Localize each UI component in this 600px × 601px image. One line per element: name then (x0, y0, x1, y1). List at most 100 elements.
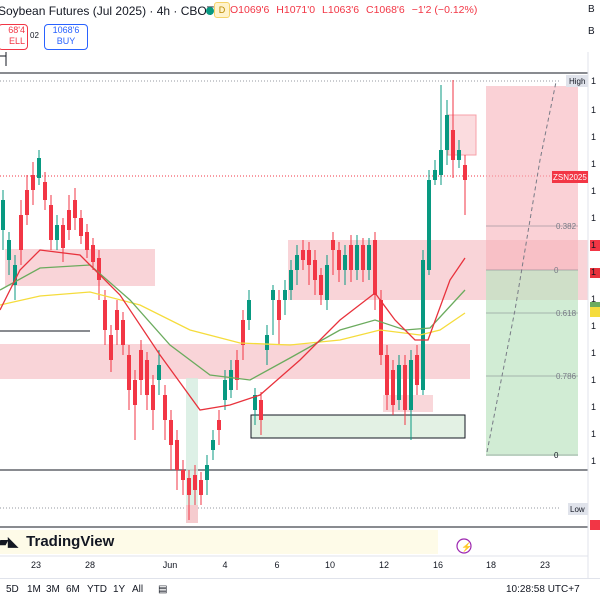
candle-body (391, 370, 395, 405)
time-tick-label: 10 (325, 560, 335, 570)
price-tick-label: 1 (591, 402, 596, 412)
event-icon (456, 538, 472, 554)
sell-price: 68'4 (8, 25, 25, 35)
buy-label: BUY (56, 36, 76, 46)
sell-button[interactable]: 68'4 ELL (0, 24, 28, 50)
candle-body (463, 165, 467, 180)
candle-body (121, 320, 125, 345)
candle-body (199, 480, 203, 495)
candle-body (205, 465, 209, 480)
ohlc-readout: O1069'6 H1071'0 L1063'6 C1068'6 −1'2 (−0… (230, 4, 481, 16)
range-all[interactable]: All (132, 584, 144, 595)
range-ytd[interactable]: YTD (87, 584, 107, 595)
candle-body (439, 150, 443, 175)
candle-body (385, 355, 389, 395)
symbol-title[interactable]: Soybean Futures (Jul 2025) · 4h · CBOT (0, 4, 215, 18)
time-tick-label: 18 (486, 560, 496, 570)
candle-body (109, 335, 113, 360)
ema-fast-line (0, 249, 466, 411)
candle-body (421, 260, 425, 390)
price-tag-yellow (590, 307, 600, 317)
right-edge-text: B (588, 4, 595, 15)
time-tick-label: 23 (31, 560, 41, 570)
candle-body (97, 258, 101, 280)
candle-body (337, 250, 341, 270)
candle-body (229, 370, 233, 390)
high-tag (566, 75, 588, 87)
price-tick-label: 1 (591, 76, 596, 86)
candle-body (265, 335, 269, 350)
candle-body (295, 255, 299, 270)
candle-body (151, 385, 155, 410)
range-1m[interactable]: 1M (27, 584, 41, 595)
data-badge: D (214, 2, 230, 18)
fib-786-label: 0.786 (556, 372, 577, 381)
position-target-zone (486, 270, 578, 456)
time-tick-label: 4 (222, 560, 227, 570)
symbol-price-tag (552, 171, 588, 183)
time-tick-label: 12 (379, 560, 389, 570)
candle-body (325, 265, 329, 300)
candle-body (313, 260, 317, 280)
candle-body (331, 240, 335, 250)
price-tick-label: 1 (591, 186, 596, 196)
candle-body (115, 310, 119, 330)
fib-618-label: 0.618 (556, 309, 577, 318)
low-value: L1063'6 (322, 4, 360, 16)
range-1y[interactable]: 1Y (113, 584, 126, 595)
candle-body (85, 232, 89, 250)
candles-layer (1, 80, 467, 520)
candle-body (223, 380, 227, 400)
candle-body (451, 130, 455, 160)
candle-body (187, 478, 191, 495)
candle-body (289, 270, 293, 290)
buy-button[interactable]: 1068'6 BUY (44, 24, 88, 50)
candle-body (181, 470, 185, 480)
market-status-dot (206, 7, 214, 15)
candle-body (271, 290, 275, 300)
candle-body (67, 210, 71, 230)
chart-header: Soybean Futures (Jul 2025) · 4h · CBOT D… (0, 0, 600, 52)
high-value: H1071'0 (276, 4, 316, 16)
price-tick-label: 1 (591, 132, 596, 142)
candle-body (433, 170, 437, 180)
candle-body (49, 205, 53, 240)
candle-body (241, 320, 245, 345)
price-ticks: 1 1 1 1 1 1 1 1 1 1 1 1 1 1 1 (591, 76, 596, 466)
time-tick-label: 6 (274, 560, 279, 570)
candle-body (277, 300, 281, 320)
candle-body (409, 360, 413, 410)
price-tick-label: 1 (591, 429, 596, 439)
price-tick-label: 1 (591, 456, 596, 466)
clock-time: 10:28:58 UTC+7 (506, 584, 580, 595)
range-5d[interactable]: 5D (6, 584, 19, 595)
candle-body (1, 200, 5, 230)
candle-body (403, 365, 407, 410)
range-3m[interactable]: 3M (46, 584, 60, 595)
tradingview-logo[interactable]: ▰◣ TradingView (0, 530, 438, 554)
low-label: Low (570, 505, 585, 514)
price-tick-label: 1 (591, 213, 596, 223)
price-tick-label: 1 (591, 105, 596, 115)
calendar-icon[interactable]: ▤ (158, 584, 168, 595)
price-tick-label: 1 (591, 240, 596, 250)
candle-body (373, 240, 377, 295)
static-layer: 0.382 0 0.618 0.786 0 High Low ZSN2025 1… (0, 52, 600, 578)
candle-body (169, 420, 173, 445)
fib-0-label: 0 (554, 266, 559, 275)
price-tag-red-2 (590, 268, 600, 278)
candle-body (445, 115, 449, 150)
fib-382-label: 0.382 (556, 222, 577, 231)
candle-body (301, 250, 305, 260)
range-6m[interactable]: 6M (66, 584, 80, 595)
ema-slow-line (0, 291, 466, 346)
time-tick-label: 23 (540, 560, 550, 570)
candle-body (145, 360, 149, 395)
small-red-zone (383, 395, 433, 412)
candle-body (139, 350, 143, 380)
candle-body (361, 245, 365, 270)
candle-body (163, 395, 167, 420)
candle-body (127, 355, 131, 390)
time-tick-label: 28 (85, 560, 95, 570)
